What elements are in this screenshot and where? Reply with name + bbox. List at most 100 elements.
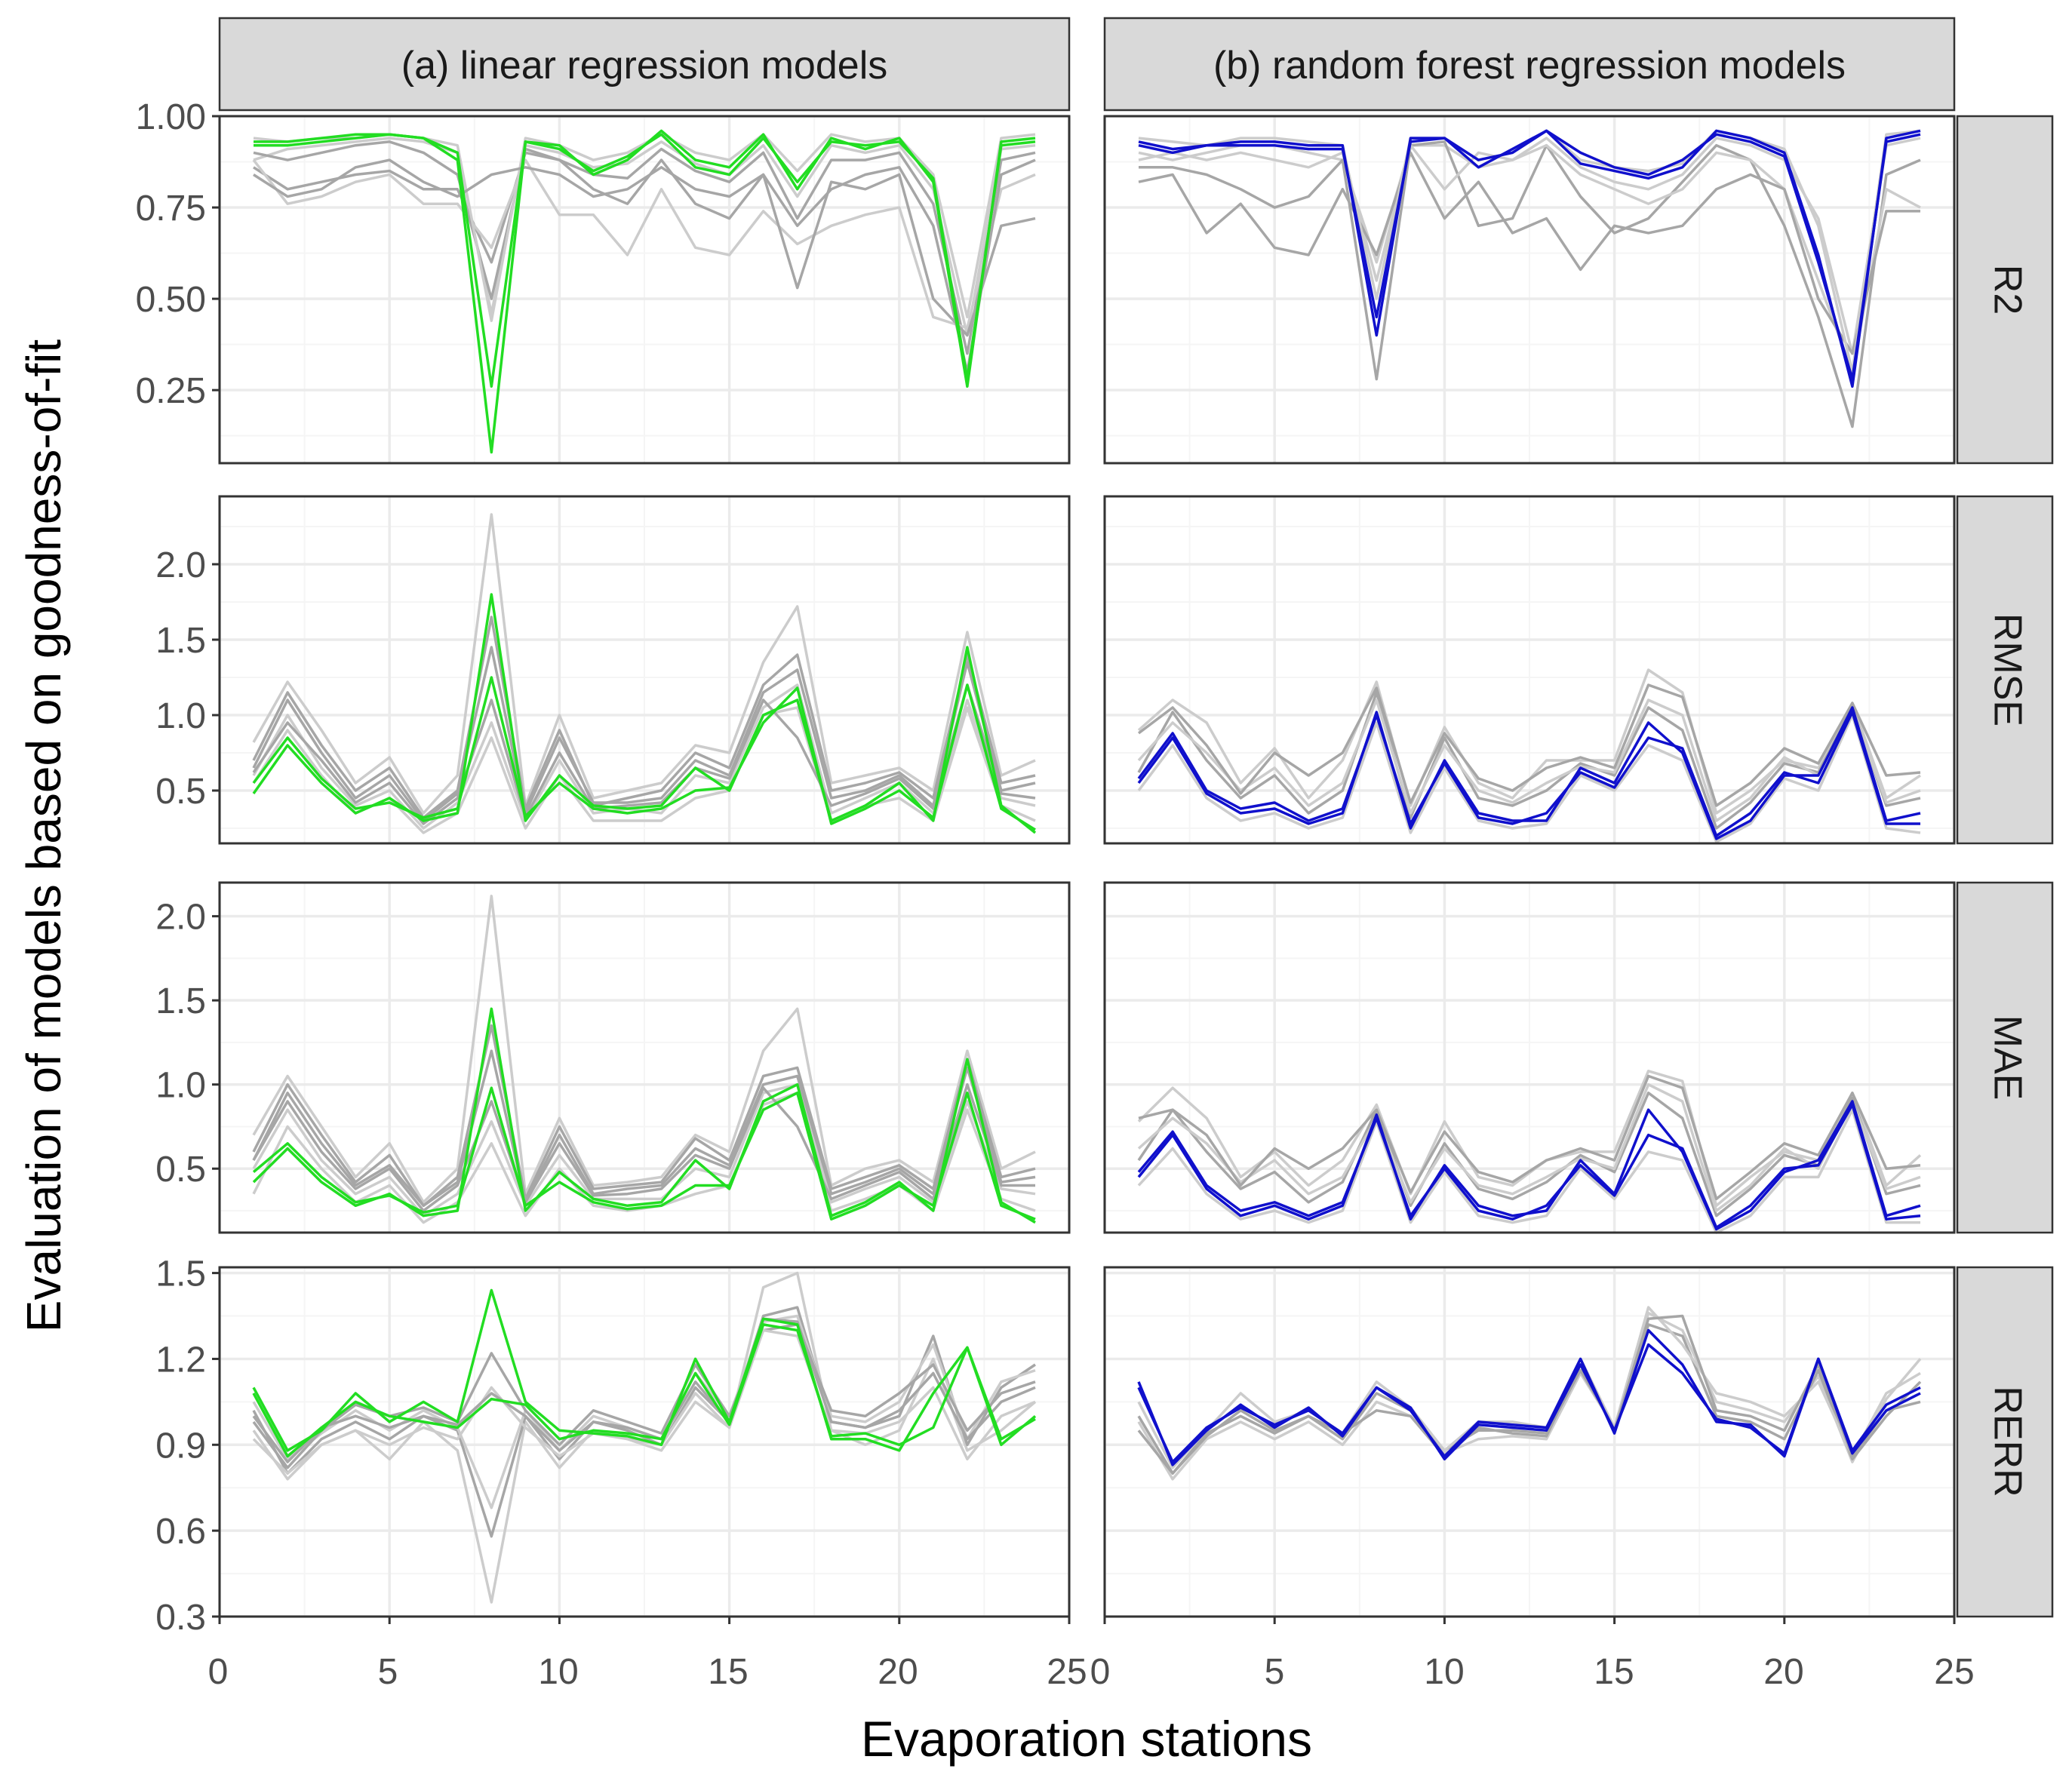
series-line-gray — [252, 646, 1036, 822]
row-strip-mae-label: MAE — [1985, 1015, 2029, 1101]
x-tick-label: 20 — [1763, 1652, 1803, 1692]
row-strip-r2: R2 — [1956, 115, 2054, 465]
series-line-gray — [252, 158, 1036, 330]
x-tick-label: 20 — [878, 1652, 918, 1692]
x-tick-label: 0 — [208, 1652, 229, 1692]
series-line-gray — [252, 1082, 1036, 1218]
y-tick-label: 2.0 — [155, 545, 206, 585]
panel-linear-r2: 0.25 0.50 0.75 1.00 — [136, 97, 1071, 465]
series-line-gray — [1137, 683, 1921, 807]
panel-linear-mae: 0.5 1.0 1.5 2.0 — [155, 881, 1071, 1234]
series-line-gray — [253, 147, 1036, 355]
row-strip-rerr-label: RERR — [1985, 1386, 2029, 1497]
series-line-gray — [1137, 1082, 1921, 1212]
row-strip-mae: MAE — [1956, 881, 2054, 1234]
series-line-highlight — [1137, 1343, 1921, 1466]
panel-rf-mae — [1103, 881, 1956, 1234]
series-line-gray — [1137, 1323, 1922, 1475]
y-tick-label: 0.9 — [155, 1426, 206, 1466]
x-axis-title: Evaporation stations — [861, 1711, 1312, 1767]
panel-border — [218, 1266, 1071, 1618]
series-line-gray — [1137, 1311, 1922, 1481]
panel-rf-r2 — [1103, 115, 1956, 465]
y-tick-label: 1.5 — [155, 981, 206, 1021]
series-line-gray — [252, 1271, 1037, 1604]
x-tick-label: 5 — [378, 1652, 398, 1692]
series-line-gray — [252, 1328, 1036, 1475]
panel-border — [218, 881, 1071, 1234]
series-line-gray — [253, 140, 1036, 373]
series-line-gray — [1137, 1306, 1921, 1469]
series-line-highlight — [252, 593, 1037, 834]
series-line-gray — [1137, 691, 1921, 830]
y-tick-label: 1.5 — [155, 1254, 206, 1294]
y-tick-label: 1.00 — [136, 97, 206, 137]
x-tick-label: 15 — [1594, 1652, 1634, 1692]
x-tick-label: 15 — [708, 1652, 748, 1692]
panel-border — [218, 495, 1071, 845]
series-line-gray — [253, 137, 1036, 337]
series-line-highlight — [252, 1323, 1036, 1458]
panel-rf-rerr — [1103, 1266, 1956, 1624]
y-tick-label: 0.5 — [155, 1150, 206, 1190]
series-line-highlight — [252, 1086, 1036, 1221]
panels: 0.25 0.50 0.75 1.00 0.5 1.0 1.5 2.0 0.5 1.0 1.5 2.0… — [136, 97, 1956, 1638]
y-tick-label: 1.0 — [155, 1066, 206, 1106]
series-line-gray — [252, 616, 1036, 819]
series-line-highlight — [254, 133, 1036, 388]
y-tick-label: 0.3 — [155, 1598, 206, 1638]
y-tick-label: 0.25 — [136, 371, 206, 411]
panel-rf-rmse — [1103, 495, 1956, 845]
series-line-gray — [1137, 699, 1921, 822]
series-line-gray — [1138, 1074, 1921, 1201]
x-tick-label: 5 — [1265, 1652, 1285, 1692]
panel-border — [1103, 115, 1956, 465]
column-strip-b: (b) random forest regression models — [1103, 17, 1956, 112]
y-tick-label: 1.0 — [155, 696, 206, 736]
series-line-highlight — [1137, 1103, 1921, 1230]
y-tick-label: 1.5 — [155, 621, 206, 661]
x-tick-label: 25 — [1934, 1652, 1974, 1692]
y-tick-label: 0.5 — [155, 772, 206, 812]
series-line-gray — [1137, 1108, 1920, 1234]
panel-linear-rmse: 0.5 1.0 1.5 2.0 — [155, 495, 1071, 845]
series-line-gray — [252, 683, 1036, 825]
x-tick-label: 25 — [1047, 1652, 1087, 1692]
panel-linear-rerr: 0.3 0.6 0.9 1.2 1.5 — [155, 1254, 1071, 1638]
panel-border — [218, 115, 1071, 465]
x-tick-label: 10 — [1424, 1652, 1464, 1692]
series-line-gray — [252, 1082, 1035, 1212]
panel-border — [1103, 1266, 1956, 1618]
series-line-highlight — [1138, 129, 1921, 381]
series-line-gray — [1137, 1092, 1921, 1218]
column-strip-b-label: (b) random forest regression models — [1213, 44, 1846, 88]
series-line-highlight — [252, 676, 1036, 831]
column-strip-a: (a) linear regression models — [218, 17, 1071, 112]
series-line-gray — [1137, 714, 1921, 843]
series-line-gray — [252, 1024, 1036, 1208]
series-line-gray — [252, 1049, 1036, 1208]
row-strip-r2-label: R2 — [1985, 265, 2029, 315]
series-line-gray — [253, 158, 1036, 337]
x-tick-label: 10 — [538, 1652, 578, 1692]
panel-border — [1103, 495, 1956, 845]
row-strip-rmse: RMSE — [1956, 495, 2054, 845]
y-tick-label: 0.6 — [155, 1512, 206, 1552]
y-tick-label: 2.0 — [155, 898, 206, 938]
series-line-gray — [1137, 1314, 1921, 1475]
panel-border — [1103, 881, 1956, 1234]
x-axis-ticks-a: 0 5 10 15 20 25 — [208, 1652, 1087, 1692]
series-line-gray — [252, 895, 1036, 1204]
series-line-gray — [1138, 151, 1920, 355]
series-line-gray — [252, 513, 1036, 815]
row-strip-rerr: RERR — [1956, 1266, 2054, 1618]
series-line-gray — [252, 1317, 1036, 1463]
x-axis-ticks-b: 0 5 10 15 20 25 — [1090, 1652, 1975, 1692]
x-tick-label: 0 — [1090, 1652, 1111, 1692]
y-axis-title: Evaluation of models based on goodness-o… — [17, 339, 71, 1333]
y-tick-label: 0.75 — [136, 189, 206, 229]
y-tick-label: 0.50 — [136, 280, 206, 320]
y-tick-label: 1.2 — [155, 1340, 206, 1380]
column-strip-a-label: (a) linear regression models — [401, 44, 888, 88]
